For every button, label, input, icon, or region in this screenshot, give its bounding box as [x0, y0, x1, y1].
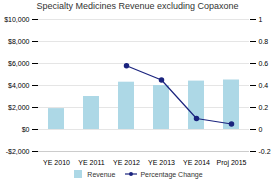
svg-text:$10,000: $10,000 [4, 16, 29, 23]
svg-text:$0: $0 [22, 126, 30, 133]
svg-text:0: 0 [259, 126, 263, 133]
html-text:Percentage Change: Percentage Change [140, 170, 203, 178]
svg-text:$4,000: $4,000 [8, 82, 30, 89]
svg-text:Proj 2015: Proj 2015 [217, 159, 247, 167]
svg-text:YE 2012: YE 2012 [113, 159, 140, 166]
svg-text:YE 2010: YE 2010 [43, 159, 70, 166]
svg-text:-0.2: -0.2 [259, 148, 271, 155]
svg-text:YE 2013: YE 2013 [148, 159, 175, 166]
svg-text:1: 1 [259, 16, 263, 23]
html-text:Revenue: Revenue [87, 170, 116, 178]
svg-text:0.4: 0.4 [259, 82, 269, 89]
svg-text:-$2,000: -$2,000 [6, 148, 30, 155]
svg-text:$2,000: $2,000 [8, 104, 30, 111]
svg-text:0.8: 0.8 [259, 38, 269, 45]
html-text:Specialty Medicines Revenue ex: Specialty Medicines Revenue excluding Co… [36, 1, 239, 11]
svg-text:0.2: 0.2 [259, 104, 269, 111]
svg-text:YE 2011: YE 2011 [78, 159, 104, 166]
svg-text:$8,000: $8,000 [8, 38, 30, 45]
svg-text:$6,000: $6,000 [8, 60, 30, 67]
svg-text:YE 2014: YE 2014 [183, 159, 210, 166]
svg-text:0.6: 0.6 [259, 60, 269, 67]
